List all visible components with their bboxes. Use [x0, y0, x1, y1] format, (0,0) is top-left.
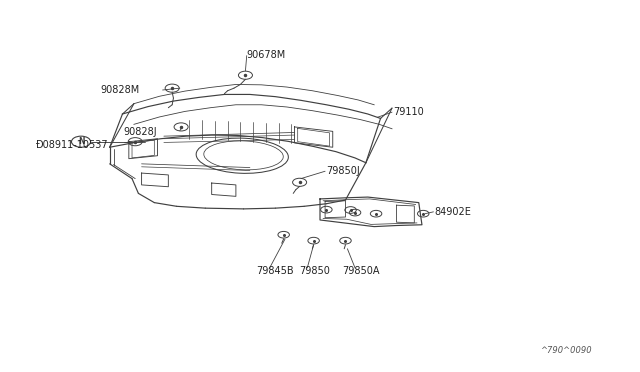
Text: 79850J: 79850J: [326, 166, 360, 176]
Text: 90678M: 90678M: [246, 50, 286, 60]
Text: 90828M: 90828M: [100, 85, 140, 95]
Text: 79110: 79110: [394, 107, 424, 117]
Text: N: N: [78, 137, 84, 146]
Text: 79850A: 79850A: [342, 266, 380, 276]
Text: 84902E: 84902E: [435, 207, 472, 217]
Text: ^790^0090: ^790^0090: [540, 346, 591, 355]
Text: Ð08911-10537: Ð08911-10537: [36, 140, 109, 150]
Text: 79845B: 79845B: [256, 266, 294, 276]
Text: 79850: 79850: [300, 266, 330, 276]
Text: 90828J: 90828J: [124, 128, 157, 138]
